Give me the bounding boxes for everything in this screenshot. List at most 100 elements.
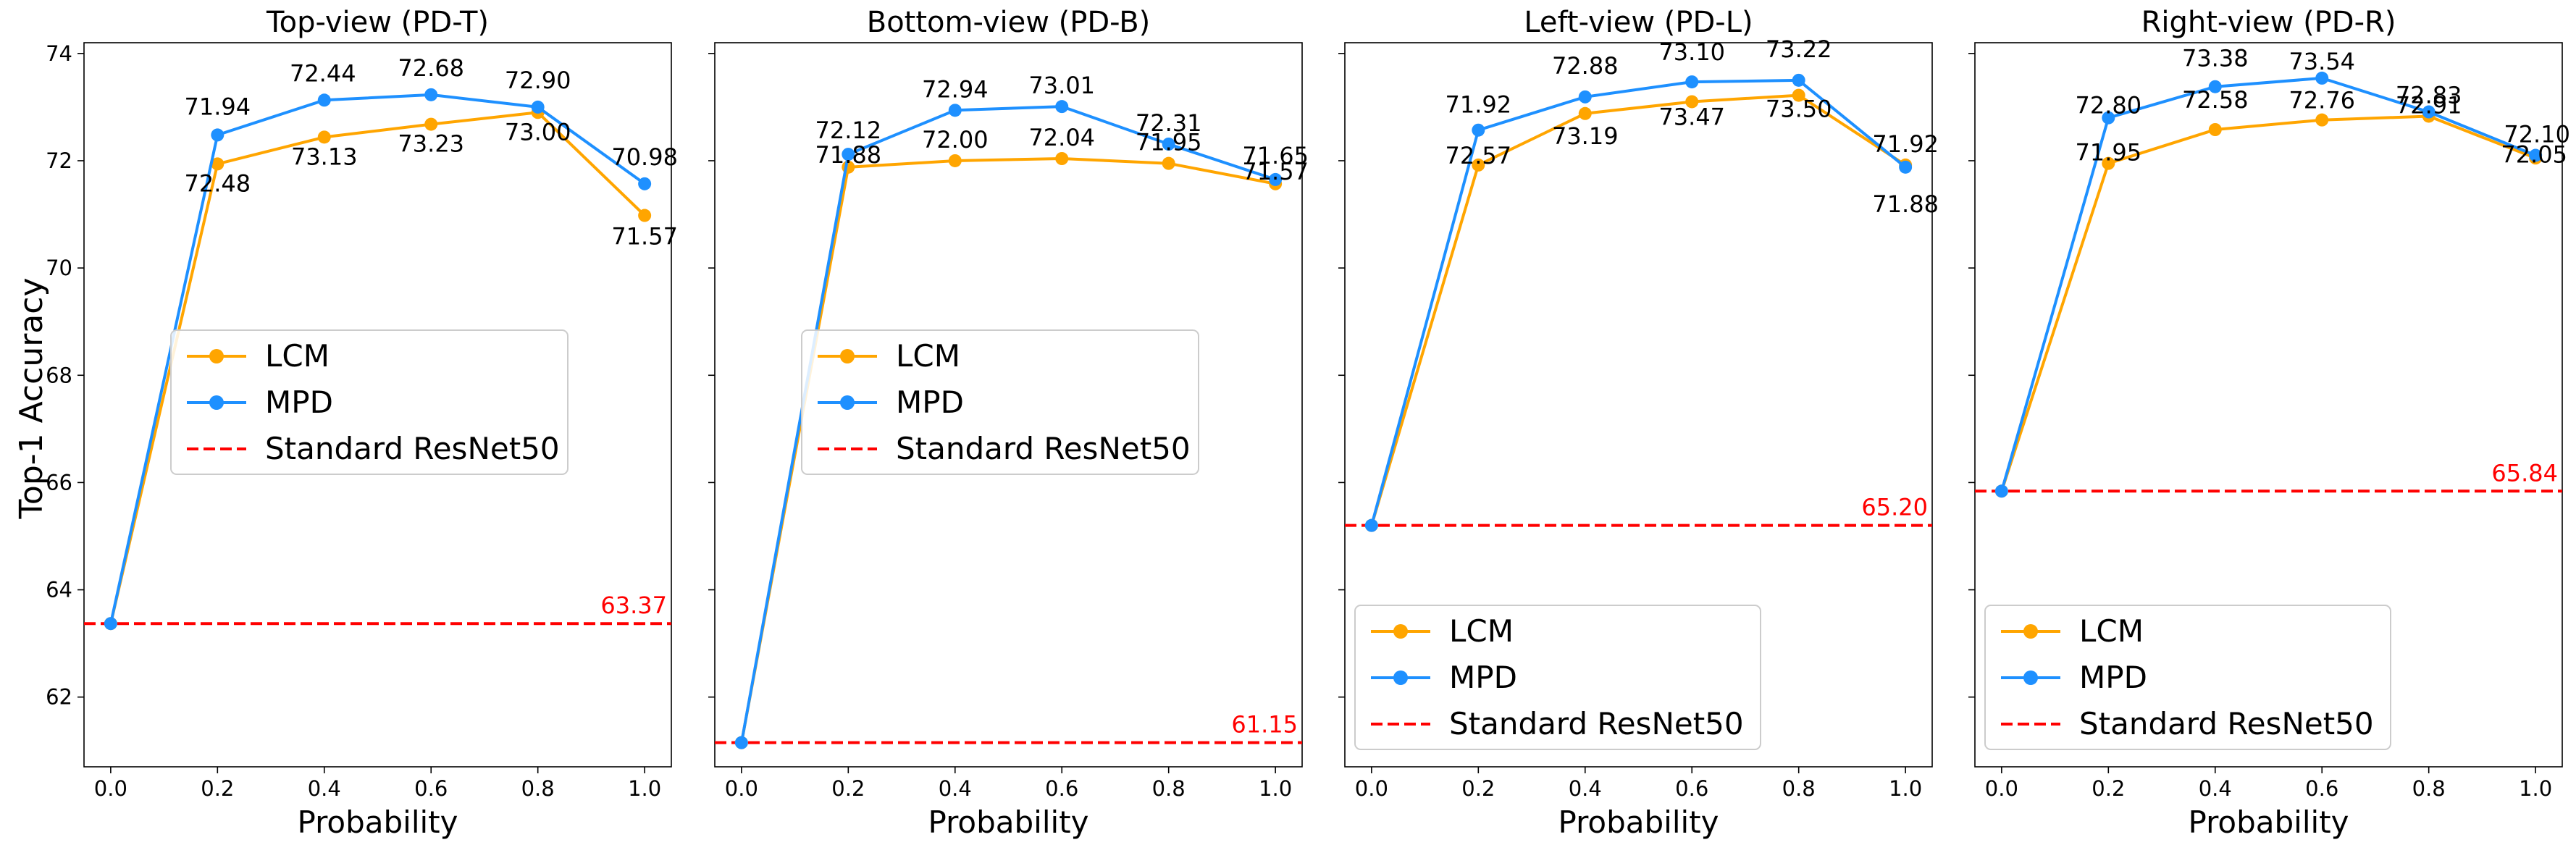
x-tick-label: 0.4	[1569, 776, 1602, 801]
legend-entry-label: LCM	[896, 338, 960, 374]
data-label: 71.95	[1136, 129, 1202, 156]
data-point-mpd	[531, 100, 545, 114]
legend-swatch-marker	[840, 349, 855, 363]
data-label: 73.00	[505, 118, 571, 146]
data-point-mpd	[1162, 138, 1175, 151]
y-tick-label: 68	[46, 363, 72, 387]
series-line-mpd	[109, 93, 646, 624]
x-tick-label: 0.0	[1355, 776, 1388, 801]
data-point-mpd	[948, 104, 962, 117]
legend-swatch-marker	[840, 395, 855, 410]
x-tick-label: 0.8	[521, 776, 555, 801]
legend-entry-label: MPD	[1449, 660, 1517, 695]
x-axis-label: Probability	[297, 804, 458, 840]
legend: LCM MPD Standard ResNet50	[170, 329, 569, 475]
data-label: 73.54	[2288, 48, 2355, 75]
data-label: 73.50	[1766, 96, 1832, 123]
baseline-value-label: 63.37	[600, 592, 667, 619]
data-label: 70.98	[611, 143, 678, 171]
subplot-title: Bottom-view (PD-B)	[867, 6, 1150, 39]
data-label: 71.88	[815, 141, 882, 169]
legend-entry-label: LCM	[1449, 613, 1514, 649]
data-point-lcm	[317, 130, 331, 144]
data-point-lcm	[1472, 158, 1485, 172]
x-tick-label: 0.6	[2305, 776, 2338, 801]
data-label: 73.38	[2182, 45, 2249, 72]
x-tick-label: 0.2	[831, 776, 865, 801]
series-line-mpd	[2000, 76, 2536, 492]
data-label: 72.12	[815, 117, 882, 144]
x-tick-label: 0.6	[1675, 776, 1708, 801]
data-label: 72.04	[1028, 124, 1095, 151]
data-point-lcm	[1055, 152, 1069, 165]
data-point-mpd	[1899, 160, 1913, 174]
data-point-mpd	[1685, 75, 1699, 89]
legend-entry-label: Standard ResNet50	[896, 431, 1191, 466]
series-line-lcm	[109, 111, 646, 624]
data-point-mpd	[1792, 73, 1805, 87]
data-point-lcm	[1792, 88, 1805, 102]
data-label: 71.65	[1242, 142, 1309, 169]
x-axis-label: Probability	[1558, 804, 1719, 840]
data-point-mpd	[317, 93, 331, 107]
y-tick-label: 62	[46, 685, 72, 710]
legend-swatch-marker	[2023, 670, 2038, 685]
legend-entry-label: MPD	[265, 384, 333, 420]
data-point-mpd	[211, 128, 225, 142]
x-tick-label: 0.2	[1461, 776, 1495, 801]
series-line-lcm	[1369, 93, 1907, 526]
x-tick-label: 0.8	[1152, 776, 1186, 801]
data-label: 71.92	[1446, 91, 1512, 119]
data-point-mpd	[104, 617, 117, 631]
legend-swatch-marker	[1393, 624, 1408, 639]
y-tick-label: 70	[46, 256, 72, 280]
data-label: 72.91	[2396, 91, 2462, 119]
x-tick-label: 1.0	[628, 776, 661, 801]
x-tick-label: 0.2	[2092, 776, 2125, 801]
data-point-lcm	[638, 209, 652, 222]
data-point-mpd	[1269, 172, 1283, 186]
series-line-lcm	[739, 157, 1276, 744]
x-tick-label: 0.4	[2199, 776, 2232, 801]
data-label: 71.94	[185, 93, 251, 120]
x-tick-label: 0.2	[201, 776, 234, 801]
x-tick-label: 0.4	[939, 776, 972, 801]
legend: LCM MPD Standard ResNet50	[1984, 605, 2391, 750]
legend-entry-label: Standard ResNet50	[265, 431, 560, 466]
data-label: 72.10	[2504, 121, 2570, 148]
x-tick-label: 0.6	[414, 776, 448, 801]
data-label: 72.90	[505, 67, 571, 94]
axes-frame	[1344, 42, 1933, 768]
data-point-mpd	[424, 88, 438, 101]
series-line-mpd	[1369, 78, 1907, 526]
data-label: 73.23	[398, 130, 464, 158]
data-label: 72.76	[2288, 87, 2355, 114]
data-point-mpd	[638, 177, 652, 190]
data-point-mpd	[2529, 148, 2543, 162]
y-tick-label: 64	[46, 578, 72, 602]
data-label: 72.44	[290, 59, 356, 87]
data-point-lcm	[1578, 106, 1592, 120]
series-line-lcm	[2000, 114, 2536, 492]
data-label: 71.57	[1242, 158, 1309, 185]
data-label: 72.57	[1446, 142, 1512, 169]
data-point-lcm	[1685, 95, 1699, 109]
x-tick-label: 0.0	[725, 776, 758, 801]
data-label: 72.88	[1552, 52, 1619, 80]
data-label: 72.31	[1136, 109, 1202, 137]
data-point-lcm	[2208, 123, 2222, 136]
x-tick-label: 0.8	[1782, 776, 1816, 801]
legend-swatch-marker	[209, 395, 224, 410]
data-label: 73.22	[1766, 35, 1832, 63]
data-point-mpd	[2208, 80, 2222, 93]
data-point-mpd	[842, 148, 855, 161]
x-tick-label: 0.0	[94, 776, 127, 801]
data-label: 73.19	[1552, 122, 1619, 150]
data-label: 71.88	[1872, 190, 1939, 218]
legend-box	[1354, 605, 1761, 750]
legend-entry-label: MPD	[2079, 660, 2147, 695]
data-label: 71.95	[2076, 139, 2142, 167]
subplot-title: Left-view (PD-L)	[1524, 6, 1753, 39]
figure-ylabel: Top-1 Accuracy	[13, 278, 50, 520]
y-tick-label: 66	[46, 470, 72, 495]
